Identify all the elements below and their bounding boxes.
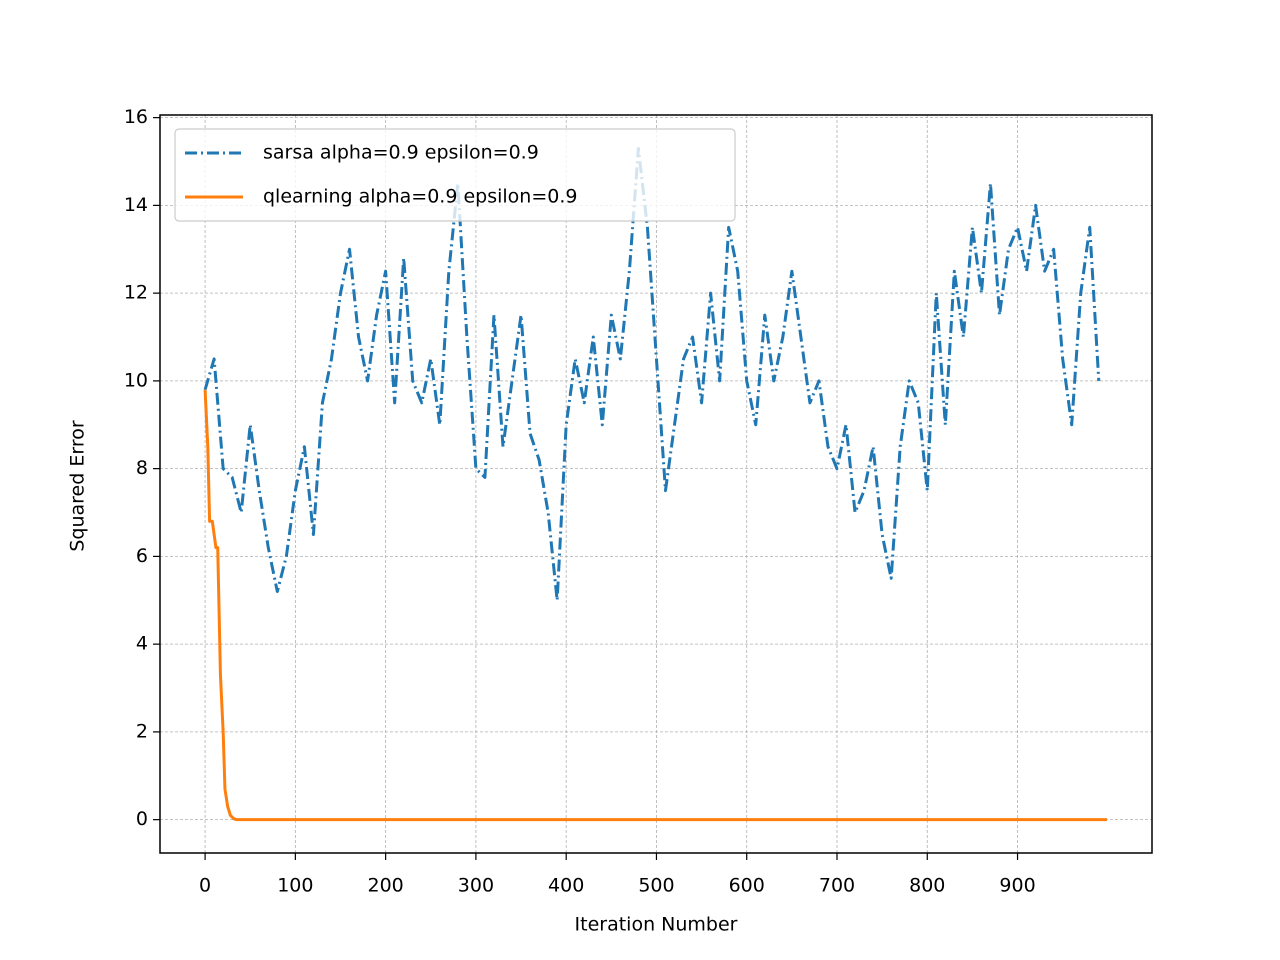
- x-tick-label: 700: [819, 875, 855, 897]
- series-line: [203, 389, 1107, 822]
- y-tick-label: 16: [124, 106, 148, 128]
- legend-box: [174, 128, 736, 222]
- y-tick-label: 0: [136, 808, 148, 830]
- y-axis-label: Squared Error: [67, 420, 89, 551]
- x-tick-label: 100: [277, 875, 313, 897]
- legend-label: sarsa alpha=0.9 epsilon=0.9: [263, 142, 539, 164]
- x-tick-label: 400: [548, 875, 584, 897]
- x-tick-label: 600: [729, 875, 765, 897]
- y-tick-label: 6: [136, 545, 148, 567]
- y-tick-label: 2: [136, 720, 148, 742]
- x-tick-label: 300: [458, 875, 494, 897]
- legend-label: qlearning alpha=0.9 epsilon=0.9: [263, 186, 577, 208]
- x-tick-label: 200: [368, 875, 404, 897]
- x-tick-label: 900: [999, 875, 1035, 897]
- series-line: [203, 146, 1101, 602]
- x-tick-label: 500: [638, 875, 674, 897]
- y-tick-label: 10: [124, 369, 148, 391]
- plot-frame: [159, 114, 1153, 854]
- x-axis-label: Iteration Number: [575, 914, 738, 936]
- x-tick-label: 800: [909, 875, 945, 897]
- x-tick-label: 0: [199, 875, 211, 897]
- y-tick-label: 4: [136, 633, 148, 655]
- y-tick-label: 12: [124, 282, 148, 304]
- y-tick-label: 8: [136, 457, 148, 479]
- y-tick-label: 14: [124, 194, 148, 216]
